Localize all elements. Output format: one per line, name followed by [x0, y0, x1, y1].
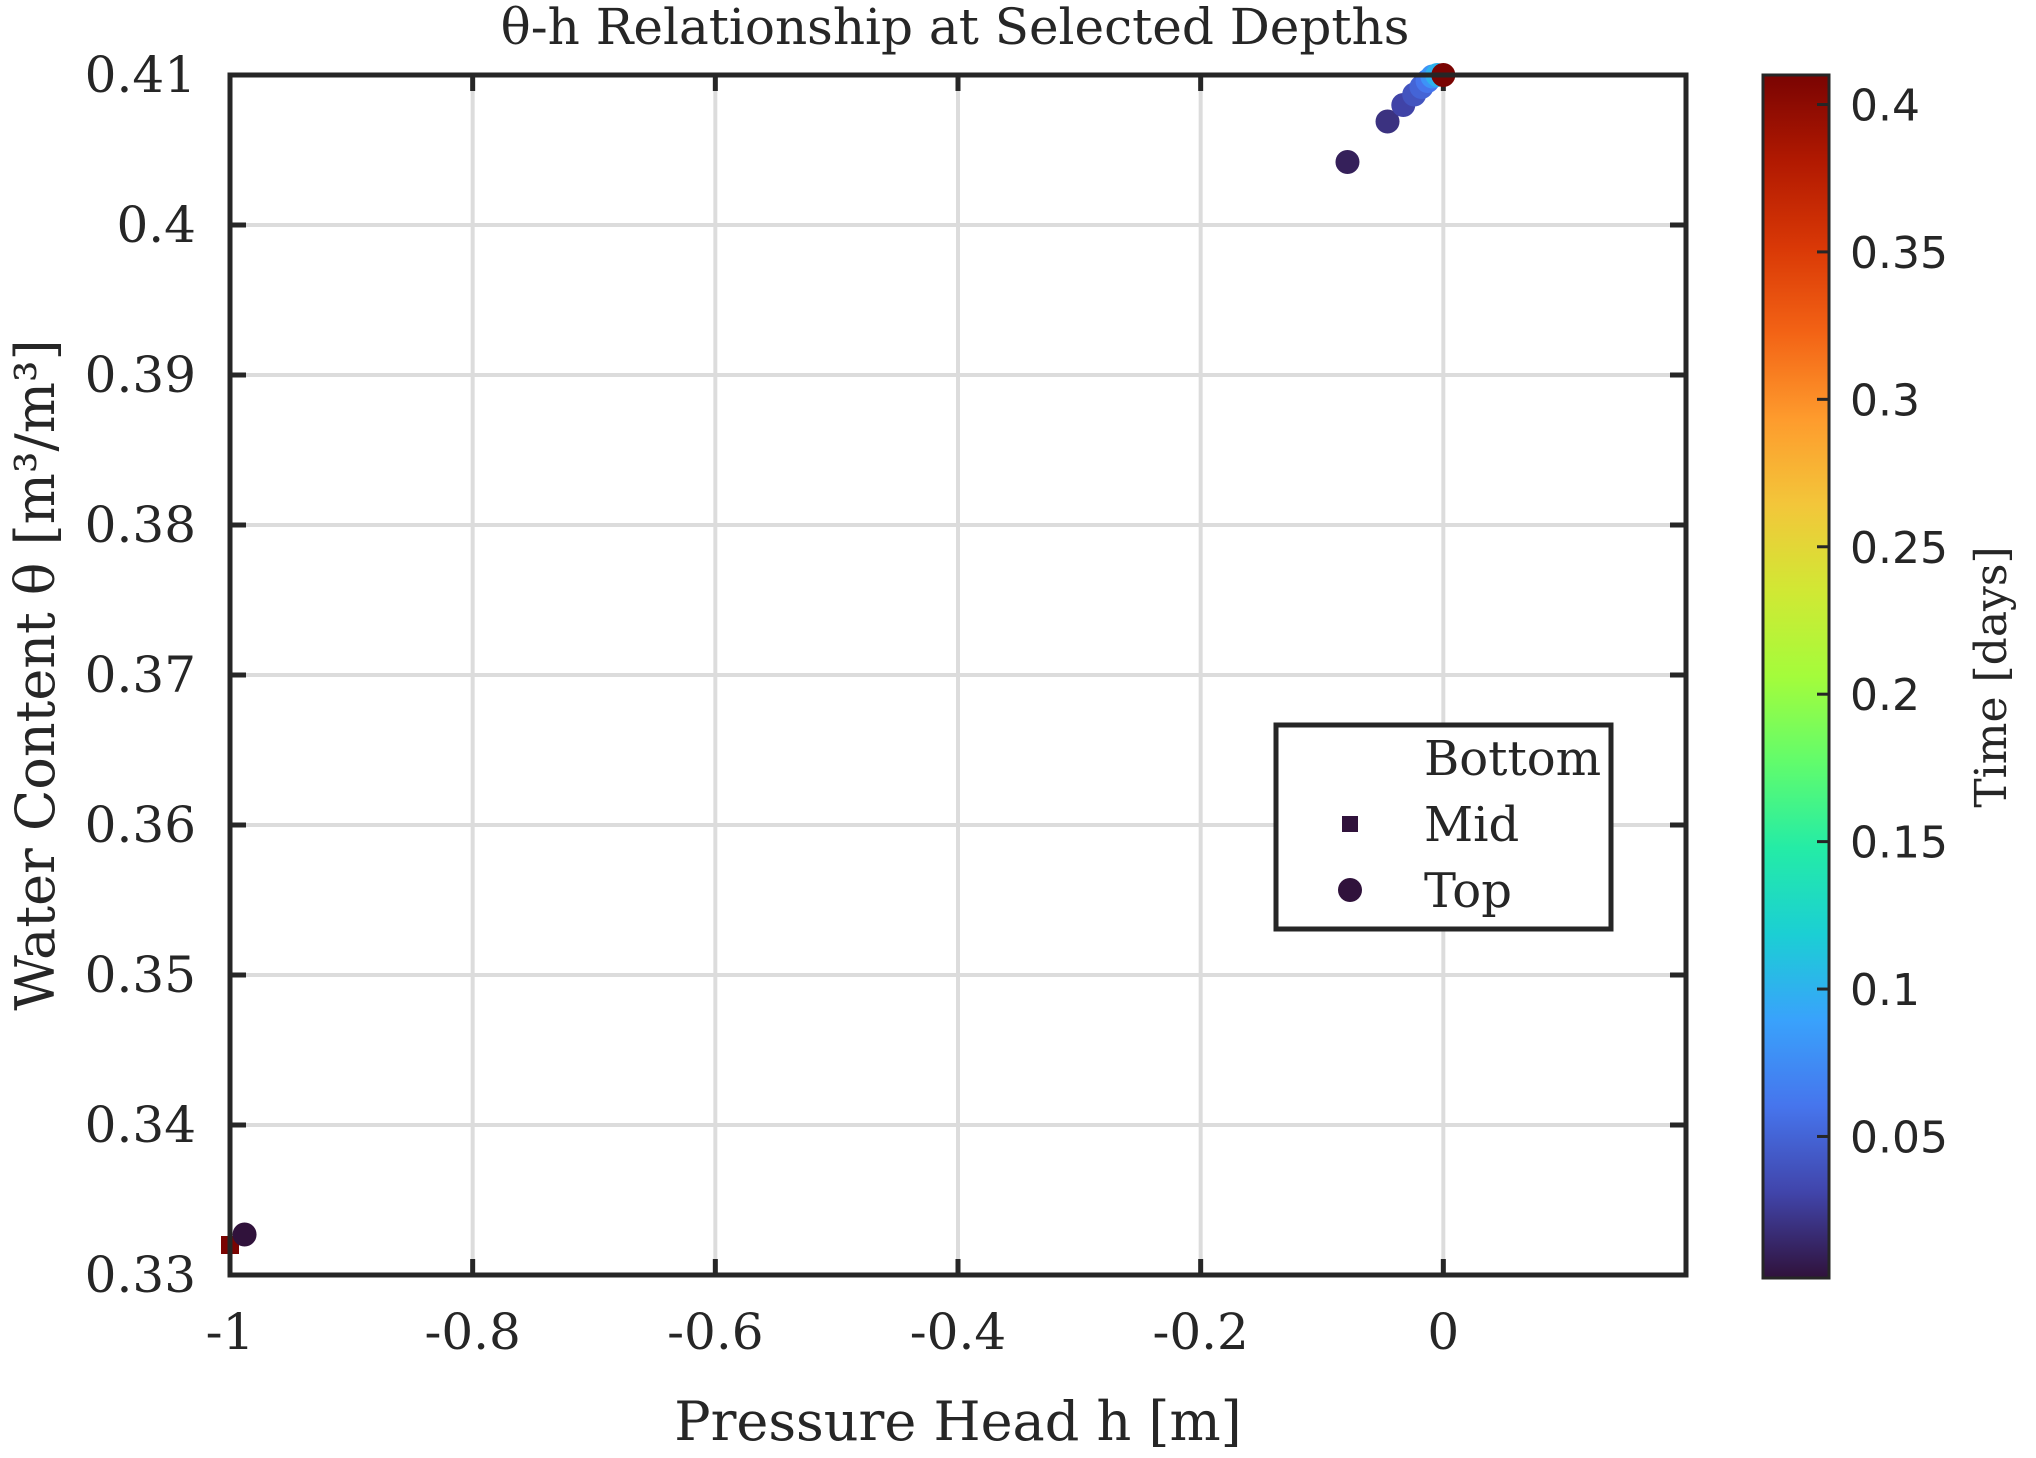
x-tick-label-0: -1: [206, 1303, 255, 1361]
colorbar-tick-label-2: 0.15: [1850, 818, 1948, 869]
point-top-1: [1335, 150, 1360, 174]
y-tick-label-2: 0.35: [85, 946, 196, 1004]
data-points: [221, 63, 1456, 1254]
point-top-2: [1375, 109, 1400, 134]
colorbar-tick-label-3: 0.2: [1850, 670, 1920, 721]
colorbar-label: Time [days]: [1966, 546, 2017, 807]
y-tick-label-1: 0.34: [85, 1096, 196, 1154]
y-axis-label: Water Content θ [m³/m³]: [4, 339, 67, 1010]
y-tick-label-0: 0.33: [85, 1246, 196, 1304]
x-tick-label-3: -0.4: [910, 1303, 1006, 1361]
legend-marker-top: [1338, 878, 1362, 902]
x-tick-label-1: -0.8: [424, 1303, 520, 1361]
colorbar-tick-label-5: 0.3: [1850, 375, 1920, 426]
colorbar-tick-label-4: 0.25: [1850, 523, 1948, 574]
legend-label-mid: Mid: [1424, 797, 1519, 853]
y-tick-label-5: 0.38: [85, 496, 196, 554]
y-tick-label-6: 0.39: [85, 346, 196, 404]
plot-frame: [227, 72, 1689, 1278]
colorbar-tick-label-7: 0.4: [1850, 80, 1920, 131]
y-tick-label-4: 0.37: [85, 646, 196, 704]
colorbar: 0.05 0.1 0.15 0.2 0.25 0.3 0.35 0.4: [1761, 73, 1948, 1280]
colorbar-tick-label-6: 0.35: [1850, 228, 1948, 279]
y-tick-label-3: 0.36: [85, 796, 196, 854]
x-axis: -1 -0.8 -0.6 -0.4 -0.2 0: [206, 75, 1459, 1361]
legend-box: [1273, 722, 1614, 932]
x-tick-label-5: 0: [1427, 1303, 1459, 1361]
legend-label-bottom: Bottom: [1424, 731, 1601, 787]
colorbar-tick-label-1: 0.1: [1850, 965, 1920, 1016]
x-tick-label-4: -0.2: [1152, 1303, 1248, 1361]
colorbar-gradient: [1763, 75, 1829, 1278]
chart-title: θ-h Relationship at Selected Depths: [501, 0, 1410, 56]
y-tick-label-7: 0.4: [116, 196, 196, 254]
grid-lines: [228, 73, 1686, 1277]
colorbar-tick-label-0: 0.05: [1850, 1112, 1948, 1163]
legend-marker-mid: [1342, 816, 1358, 832]
legend-label-top: Top: [1424, 863, 1512, 919]
x-tick-label-2: -0.6: [667, 1303, 763, 1361]
legend: Bottom Mid Top: [1273, 722, 1614, 932]
point-top-0: [232, 1222, 257, 1247]
y-axis: 0.33 0.34 0.35 0.36 0.37 0.38 0.39 0.4 0.41: [85, 46, 1686, 1304]
x-axis-label: Pressure Head h [m]: [674, 1390, 1242, 1453]
colorbar-frame: [1761, 73, 1831, 1280]
y-tick-label-8: 0.41: [85, 46, 196, 104]
